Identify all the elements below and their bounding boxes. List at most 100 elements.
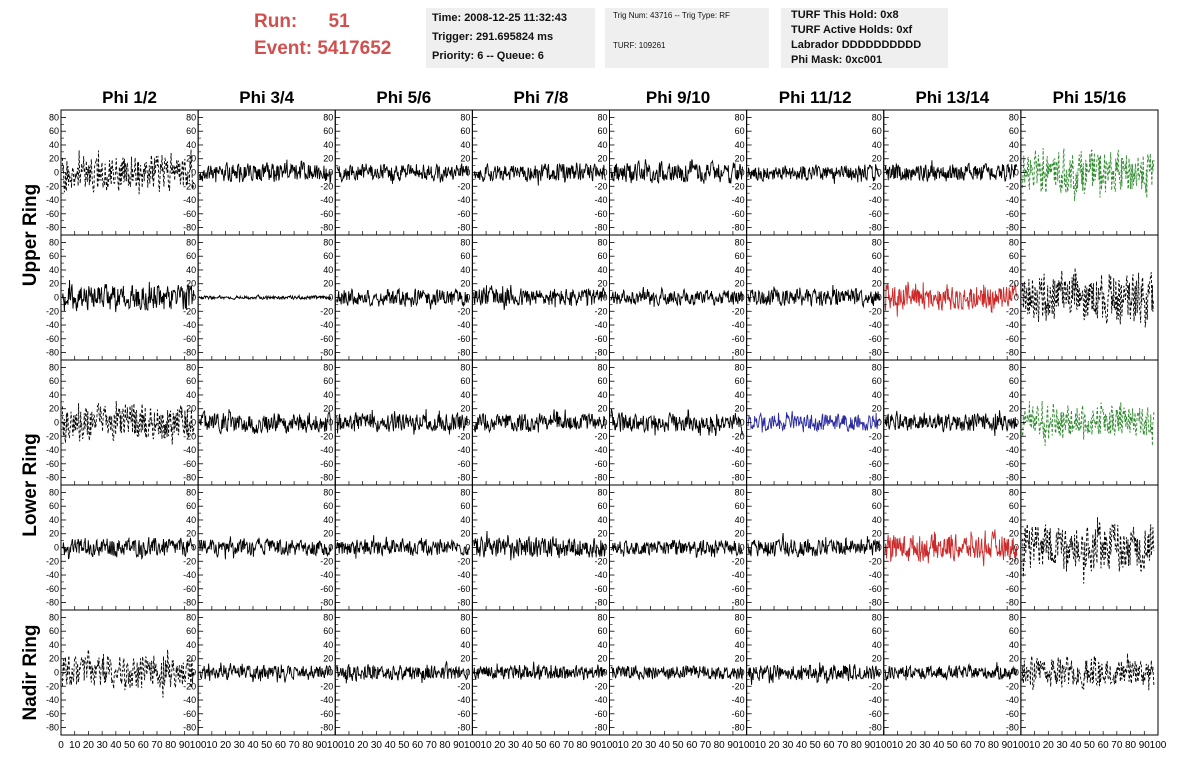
y-tick-label: 80 — [186, 487, 196, 497]
y-tick-label: -80 — [732, 598, 745, 608]
y-tick-label: 20 — [460, 154, 470, 164]
y-tick-label: 60 — [460, 126, 470, 136]
run-label: Run: — [254, 11, 298, 32]
waveform-trace — [62, 536, 195, 560]
x-tick-label: 40 — [247, 740, 259, 751]
run-line: Run: 51 — [254, 8, 391, 35]
y-tick-label: -60 — [183, 334, 196, 344]
panel-r2-c6: -80 -60 -40 -20 0 20 40 60 80 — [869, 359, 1022, 486]
y-tick-label: 20 — [460, 404, 470, 414]
y-tick-label: -40 — [594, 195, 607, 205]
y-tick-label: -20 — [457, 181, 470, 191]
y-tick-label: -40 — [320, 320, 333, 330]
panel-r0-c3: -80 -60 -40 -20 0 20 40 60 80 — [457, 109, 610, 236]
y-tick-label: 20 — [1009, 404, 1019, 414]
y-tick-label: 80 — [460, 487, 470, 497]
y-tick-label: -20 — [732, 431, 745, 441]
y-tick-label: -20 — [869, 181, 882, 191]
y-tick-label: -60 — [594, 334, 607, 344]
waveform-trace — [61, 149, 195, 195]
y-tick-label: 60 — [460, 501, 470, 511]
x-tick-label: 60 — [138, 740, 150, 751]
y-tick-label: 40 — [1009, 640, 1019, 650]
y-tick-label: 80 — [49, 612, 59, 622]
y-tick-label: 20 — [1009, 154, 1019, 164]
y-tick-label: 20 — [186, 404, 196, 414]
x-tick-label: 20 — [906, 740, 918, 751]
y-tick-label: 60 — [49, 251, 59, 261]
y-tick-label: -20 — [183, 431, 196, 441]
y-tick-label: -60 — [732, 584, 745, 594]
y-tick-label: -80 — [732, 473, 745, 483]
y-tick-label: -60 — [869, 709, 882, 719]
y-tick-label: -80 — [594, 348, 607, 358]
y-tick-label: 20 — [872, 279, 882, 289]
y-tick-label: 80 — [1009, 237, 1019, 247]
y-tick-label: 20 — [735, 154, 745, 164]
waveform-trace — [473, 409, 606, 434]
y-tick-label: -80 — [46, 223, 59, 233]
y-tick-label: 20 — [49, 279, 59, 289]
y-tick-label: 0 — [328, 668, 333, 678]
y-tick-label: -80 — [594, 598, 607, 608]
y-tick-label: 60 — [1009, 126, 1019, 136]
panel-r1-c2: -80 -60 -40 -20 0 20 40 60 80 — [320, 234, 473, 361]
y-tick-label: 40 — [186, 140, 196, 150]
y-tick-label: 40 — [872, 140, 882, 150]
y-tick-label: 60 — [872, 501, 882, 511]
y-tick-label: 40 — [49, 640, 59, 650]
y-tick-label: -20 — [732, 181, 745, 191]
y-tick-label: -20 — [320, 431, 333, 441]
x-tick-label: 40 — [1070, 740, 1082, 751]
waveform-trace — [610, 286, 743, 307]
waveform-trace — [336, 287, 469, 310]
run-value: 51 — [328, 11, 350, 32]
y-tick-label: -80 — [1006, 223, 1019, 233]
x-tick-label: 40 — [522, 740, 534, 751]
y-tick-label: -20 — [869, 556, 882, 566]
x-tick-label: 70 — [151, 740, 163, 751]
column-title: Phi 13/14 — [915, 88, 989, 107]
y-tick-label: -40 — [46, 195, 59, 205]
x-tick-label: 10 — [69, 740, 81, 751]
x-tick-label: 100 — [190, 740, 207, 751]
waveform-trace — [61, 649, 195, 698]
x-tick-label: 50 — [535, 740, 547, 751]
x-tick-label: 50 — [947, 740, 959, 751]
panel-r0-c2: -80 -60 -40 -20 0 20 40 60 80 — [320, 109, 473, 236]
panel-r1-c7: -80 -60 -40 -20 0 20 40 60 80 — [1006, 234, 1159, 361]
y-tick-label: -20 — [183, 556, 196, 566]
y-tick-label: -40 — [320, 195, 333, 205]
x-tick-label: 20 — [1043, 740, 1055, 751]
y-tick-label: 40 — [49, 390, 59, 400]
waveform-trace — [747, 532, 881, 558]
turf-this-hold-text: TURF This Hold: 0x8 — [791, 9, 899, 21]
x-tick-label: 10 — [481, 740, 493, 751]
y-tick-label: -60 — [183, 584, 196, 594]
x-tick-label: 40 — [385, 740, 397, 751]
y-tick-label: 80 — [186, 112, 196, 122]
turf-info-box: TURF This Hold: 0x8 TURF Active Holds: 0… — [781, 8, 948, 68]
y-tick-label: -80 — [320, 348, 333, 358]
y-tick-label: -60 — [732, 209, 745, 219]
y-tick-label: -60 — [869, 209, 882, 219]
y-tick-label: 20 — [460, 529, 470, 539]
y-tick-label: -60 — [457, 459, 470, 469]
x-tick-label: 10 — [206, 740, 218, 751]
x-tick-label: 100 — [1013, 740, 1030, 751]
y-tick-label: 40 — [323, 390, 333, 400]
y-tick-label: 80 — [872, 487, 882, 497]
y-tick-label: 0 — [1014, 668, 1019, 678]
y-tick-label: 20 — [49, 404, 59, 414]
y-tick-label: 60 — [49, 501, 59, 511]
x-tick-label: 100 — [327, 740, 344, 751]
y-tick-label: -60 — [869, 584, 882, 594]
panel-r2-c0: -80 -60 -40 -20 0 20 40 60 80 — [46, 359, 199, 486]
y-tick-label: -80 — [320, 723, 333, 733]
x-tick-label: 60 — [412, 740, 424, 751]
panel-r3-c0: -80 -60 -40 -20 0 20 40 60 80 — [46, 484, 199, 611]
panel-r1-c6: -80 -60 -40 -20 0 20 40 60 80 — [869, 234, 1022, 361]
column-title: Phi 7/8 — [514, 88, 569, 107]
y-tick-label: 20 — [735, 404, 745, 414]
y-tick-label: 20 — [872, 154, 882, 164]
